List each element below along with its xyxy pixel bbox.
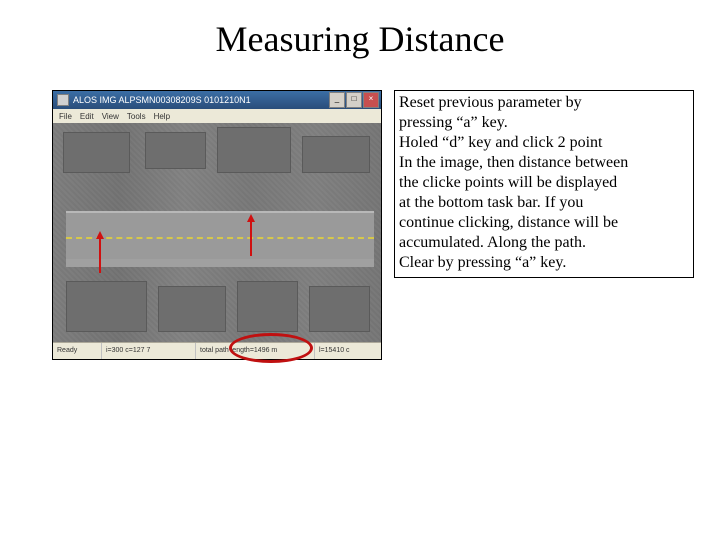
statusbar: Ready i=300 c=127 7 total path length=14…	[53, 342, 381, 359]
map-viewport[interactable]	[53, 123, 381, 343]
menu-item[interactable]: Tools	[127, 112, 146, 121]
app-window: ALOS IMG ALPSMN00308209S 0101210N1 _ □ ×…	[52, 90, 382, 360]
field-patch	[217, 127, 291, 173]
maximize-button[interactable]: □	[346, 92, 362, 108]
status-coords: i=300 c=127 7	[102, 343, 196, 359]
content-row: ALOS IMG ALPSMN00308209S 0101210N1 _ □ ×…	[0, 90, 720, 360]
status-distance: total path length=1496 m	[196, 343, 315, 359]
instruction-line: the clicke points will be displayed	[399, 173, 687, 193]
close-button[interactable]: ×	[363, 92, 379, 108]
window-titlebar: ALOS IMG ALPSMN00308209S 0101210N1 _ □ ×	[53, 91, 381, 109]
menu-item[interactable]: View	[102, 112, 119, 121]
runway	[66, 211, 374, 265]
field-patch	[158, 286, 226, 332]
minimize-button[interactable]: _	[329, 92, 345, 108]
instruction-line: continue clicking, distance will be	[399, 213, 687, 233]
menu-item[interactable]: Edit	[80, 112, 94, 121]
menu-item[interactable]: File	[59, 112, 72, 121]
field-patch	[309, 286, 370, 332]
field-patch	[237, 281, 298, 331]
app-icon	[57, 94, 69, 106]
menubar: File Edit View Tools Help	[53, 109, 381, 124]
instruction-line: Clear by pressing “a” key.	[399, 253, 687, 273]
slide-title: Measuring Distance	[0, 18, 720, 60]
measure-arrow-icon	[250, 220, 252, 256]
instruction-line: Holed “d” key and click 2 point	[399, 133, 687, 153]
field-patch	[302, 136, 370, 173]
instruction-line: accumulated. Along the path.	[399, 233, 687, 253]
field-patch	[145, 132, 206, 169]
instruction-line: pressing “a” key.	[399, 113, 687, 133]
window-controls: _ □ ×	[329, 92, 379, 108]
status-ready: Ready	[53, 343, 102, 359]
runway-centerline	[66, 237, 374, 241]
menu-item[interactable]: Help	[154, 112, 170, 121]
status-right: l=15410 c	[315, 343, 381, 359]
field-patch	[63, 132, 131, 174]
instruction-box: Reset previous parameter by pressing “a”…	[394, 90, 694, 278]
instruction-line: Reset previous parameter by	[399, 93, 687, 113]
instruction-line: at the bottom task bar. If you	[399, 193, 687, 213]
field-patch	[66, 281, 147, 331]
instruction-line: In the image, then distance between	[399, 153, 687, 173]
measure-arrow-icon	[99, 237, 101, 273]
window-title-text: ALOS IMG ALPSMN00308209S 0101210N1	[73, 95, 251, 105]
taxiway	[66, 259, 374, 267]
